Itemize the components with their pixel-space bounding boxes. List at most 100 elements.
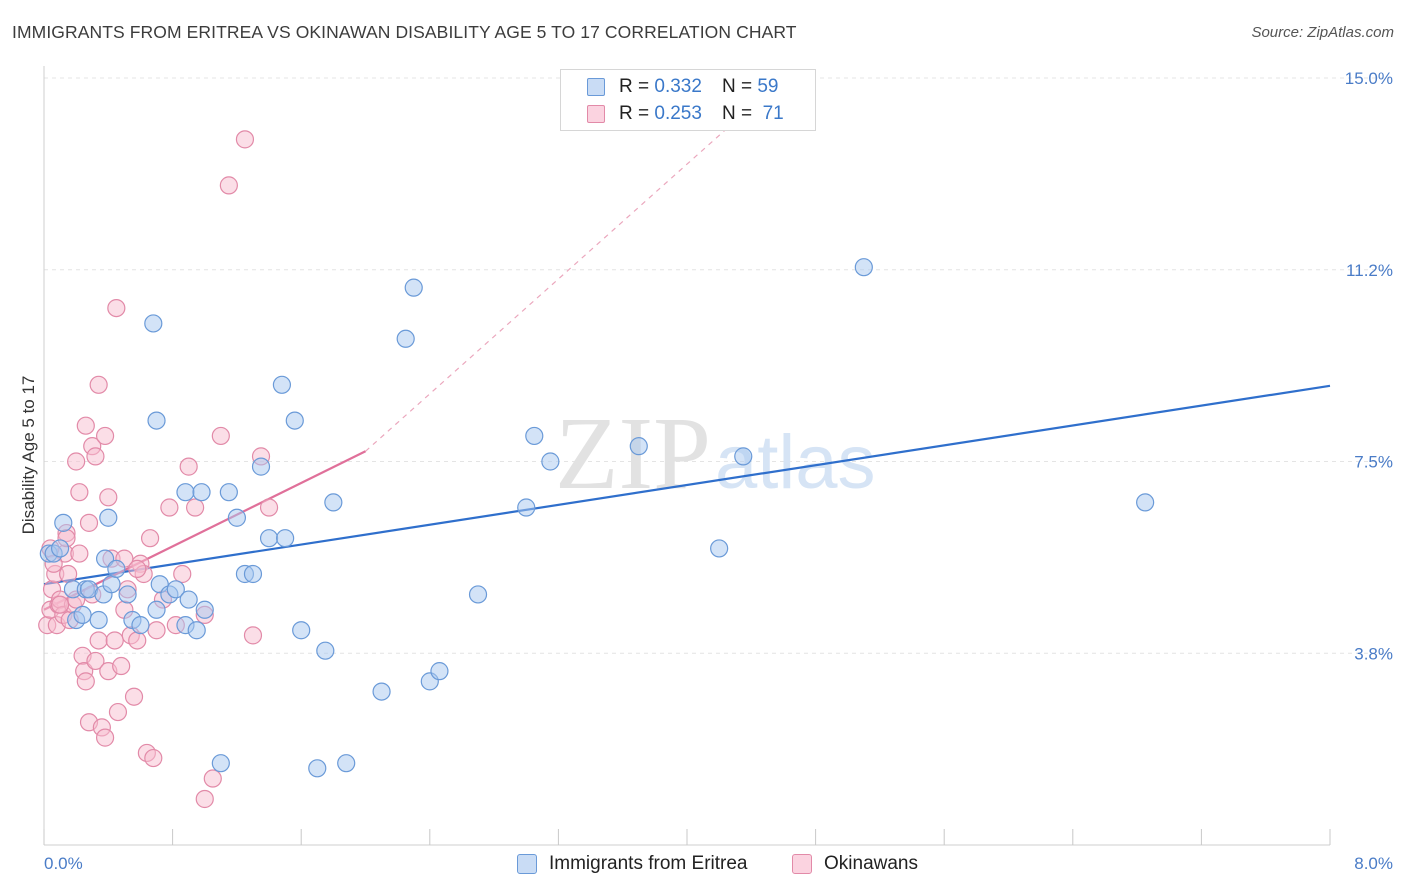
data-point-okinawans xyxy=(70,483,89,502)
bottom-legend-swatch-pink xyxy=(792,854,812,874)
x-tick-label-min: 0.0% xyxy=(44,854,83,873)
x-tick-label-max: 8.0% xyxy=(1354,854,1393,873)
data-point-eritrea xyxy=(854,258,873,277)
data-point-okinawans xyxy=(86,447,105,466)
data-point-okinawans xyxy=(211,426,230,446)
trend-line-okinawans xyxy=(43,450,366,611)
data-point-okinawans xyxy=(105,631,124,650)
bottom-legend-eritrea: Immigrants from Eritrea xyxy=(517,852,747,876)
bottom-legend-okinawans: Okinawans xyxy=(792,852,918,876)
legend-swatch-pink xyxy=(587,105,605,123)
data-point-eritrea xyxy=(107,559,126,578)
legend-r-label: R = xyxy=(619,103,650,124)
data-point-okinawans xyxy=(160,498,179,517)
series-eritrea xyxy=(39,258,1155,778)
data-point-eritrea xyxy=(195,600,214,619)
legend-r-label: R = xyxy=(619,76,650,97)
data-point-okinawans xyxy=(76,672,95,691)
data-point-eritrea xyxy=(292,621,311,640)
legend-r-value-blue: 0.332 xyxy=(654,76,702,97)
data-point-eritrea xyxy=(276,529,295,548)
legend-n-label: N = xyxy=(721,103,753,124)
data-point-eritrea xyxy=(308,759,327,778)
data-point-eritrea xyxy=(99,508,118,527)
y-tick-label: 3.8% xyxy=(1354,644,1393,663)
data-point-eritrea xyxy=(243,564,263,584)
legend-n-value-pink: 71 xyxy=(762,103,784,124)
data-point-eritrea xyxy=(324,493,343,512)
data-point-eritrea xyxy=(211,754,230,773)
data-point-eritrea xyxy=(525,426,544,446)
data-point-okinawans xyxy=(235,130,255,149)
data-point-okinawans xyxy=(186,498,205,517)
bottom-legend-swatch-blue xyxy=(517,854,537,874)
data-point-eritrea xyxy=(404,278,423,297)
data-point-eritrea xyxy=(251,457,271,476)
data-point-okinawans xyxy=(203,769,222,788)
data-point-okinawans xyxy=(243,626,263,645)
data-point-okinawans xyxy=(99,488,118,507)
legend-row-okinawans: R = 0.253 N = 71 xyxy=(587,101,784,127)
trend-lines xyxy=(43,77,1331,611)
data-point-okinawans xyxy=(86,651,105,671)
data-point-okinawans xyxy=(67,452,86,471)
data-point-eritrea xyxy=(430,662,449,681)
data-point-eritrea xyxy=(1136,493,1155,512)
legend: R = 0.332 N = 59 R = 0.253 N = 71 xyxy=(560,69,816,131)
bottom-legend-label-eritrea: Immigrants from Eritrea xyxy=(549,853,748,874)
data-point-okinawans xyxy=(147,621,166,640)
data-point-eritrea xyxy=(147,600,166,619)
data-point-eritrea xyxy=(50,539,70,558)
data-point-okinawans xyxy=(219,176,238,195)
data-point-eritrea xyxy=(259,529,279,548)
chart-title: IMMIGRANTS FROM ERITREA VS OKINAWAN DISA… xyxy=(12,22,797,42)
data-point-eritrea xyxy=(710,539,729,558)
data-point-eritrea xyxy=(95,549,115,568)
data-point-eritrea xyxy=(89,610,108,630)
data-point-okinawans xyxy=(179,457,198,476)
data-point-eritrea xyxy=(187,621,206,640)
data-point-eritrea xyxy=(118,585,137,604)
data-point-eritrea xyxy=(272,375,292,394)
data-point-okinawans xyxy=(112,656,131,676)
data-point-okinawans xyxy=(89,375,108,394)
data-point-eritrea xyxy=(144,314,163,333)
data-point-eritrea xyxy=(179,590,198,609)
data-point-eritrea xyxy=(176,483,195,502)
data-point-eritrea xyxy=(396,329,415,348)
data-point-eritrea xyxy=(372,682,391,701)
data-point-okinawans xyxy=(144,748,163,768)
legend-n-label: N = xyxy=(721,76,753,97)
trend-line-eritrea xyxy=(43,384,1331,586)
data-point-eritrea xyxy=(541,452,560,471)
watermark-zip: ZIP xyxy=(555,396,711,511)
legend-row-eritrea: R = 0.332 N = 59 xyxy=(587,74,778,100)
y-tick-label: 7.5% xyxy=(1354,453,1393,472)
data-point-eritrea xyxy=(147,411,166,430)
bottom-legend-label-okinawans: Okinawans xyxy=(824,853,918,874)
data-point-okinawans xyxy=(76,416,95,435)
data-point-okinawans xyxy=(128,631,147,650)
y-tick-label: 11.2% xyxy=(1346,261,1393,280)
data-point-eritrea xyxy=(468,585,488,604)
data-point-eritrea xyxy=(316,641,335,660)
data-point-okinawans xyxy=(195,789,214,809)
data-point-eritrea xyxy=(131,616,150,635)
legend-n-value-blue: 59 xyxy=(757,76,779,97)
data-point-eritrea xyxy=(192,483,211,502)
y-axis-title: Disability Age 5 to 17 xyxy=(19,376,38,535)
data-point-okinawans xyxy=(89,631,108,650)
data-point-okinawans xyxy=(79,513,99,532)
legend-r-value-pink: 0.253 xyxy=(654,103,702,124)
data-point-okinawans xyxy=(95,426,115,446)
data-point-eritrea xyxy=(227,508,246,527)
data-point-eritrea xyxy=(219,483,238,502)
data-point-eritrea xyxy=(734,447,753,466)
data-point-okinawans xyxy=(59,564,78,584)
data-point-okinawans xyxy=(70,544,89,563)
data-point-eritrea xyxy=(629,437,648,456)
watermark: ZIP atlas xyxy=(555,396,876,511)
data-point-eritrea xyxy=(73,605,92,625)
series-okinawans xyxy=(38,130,279,809)
data-point-okinawans xyxy=(50,595,70,614)
